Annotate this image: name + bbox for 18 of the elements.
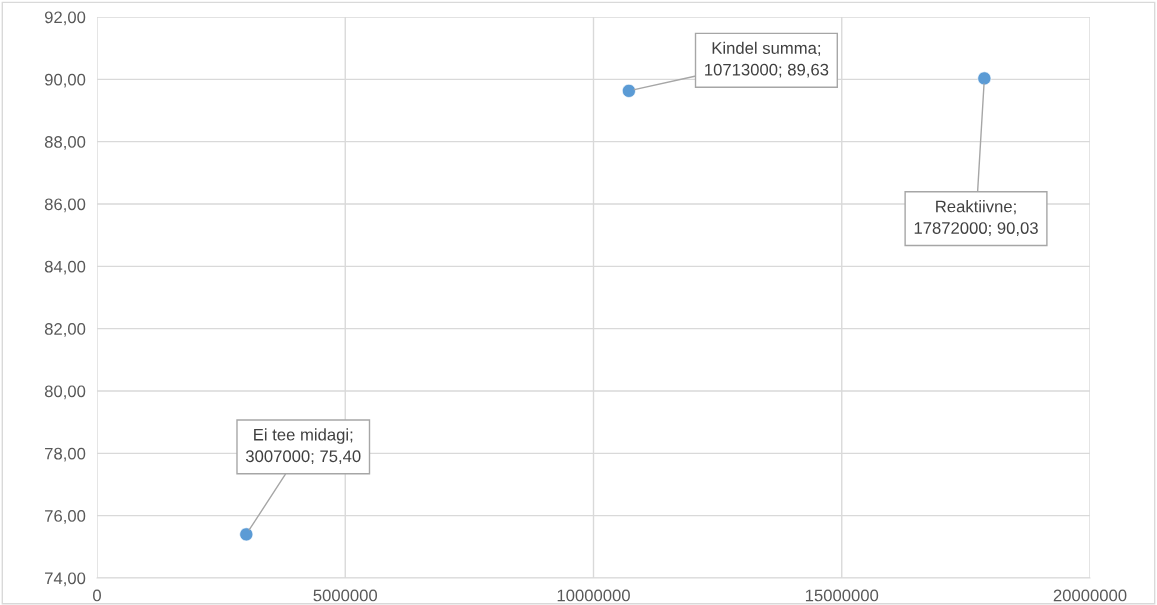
- x-tick-label: 0: [93, 589, 101, 602]
- annotation: Kindel summa; 10713000; 89,63: [705, 41, 829, 78]
- y-tick-label: 86,00: [44, 198, 86, 213]
- x-tick-label: 5000000: [313, 589, 378, 602]
- y-tick-label: 92,00: [44, 11, 86, 26]
- y-tick-label: 88,00: [44, 136, 86, 150]
- x-tick-label: 10000000: [557, 589, 630, 602]
- annotation: Ei tee midagi; 3007000; 75,40: [245, 428, 361, 465]
- x-tick-label: 20000000: [1053, 589, 1127, 602]
- y-tick-label: 90,00: [44, 73, 86, 88]
- y-tick-label: 74,00: [45, 572, 86, 587]
- y-tick-label: 76,00: [45, 510, 86, 524]
- y-tick-label: 84,00: [44, 260, 86, 275]
- x-tick-label: 15000000: [805, 589, 879, 602]
- y-tick-label: 78,00: [45, 447, 86, 462]
- annotation: Reaktiivne; 17872000; 90,03: [914, 200, 1038, 236]
- y-tick-label: 80,00: [44, 385, 86, 400]
- y-tick-label: 82,00: [44, 323, 86, 337]
